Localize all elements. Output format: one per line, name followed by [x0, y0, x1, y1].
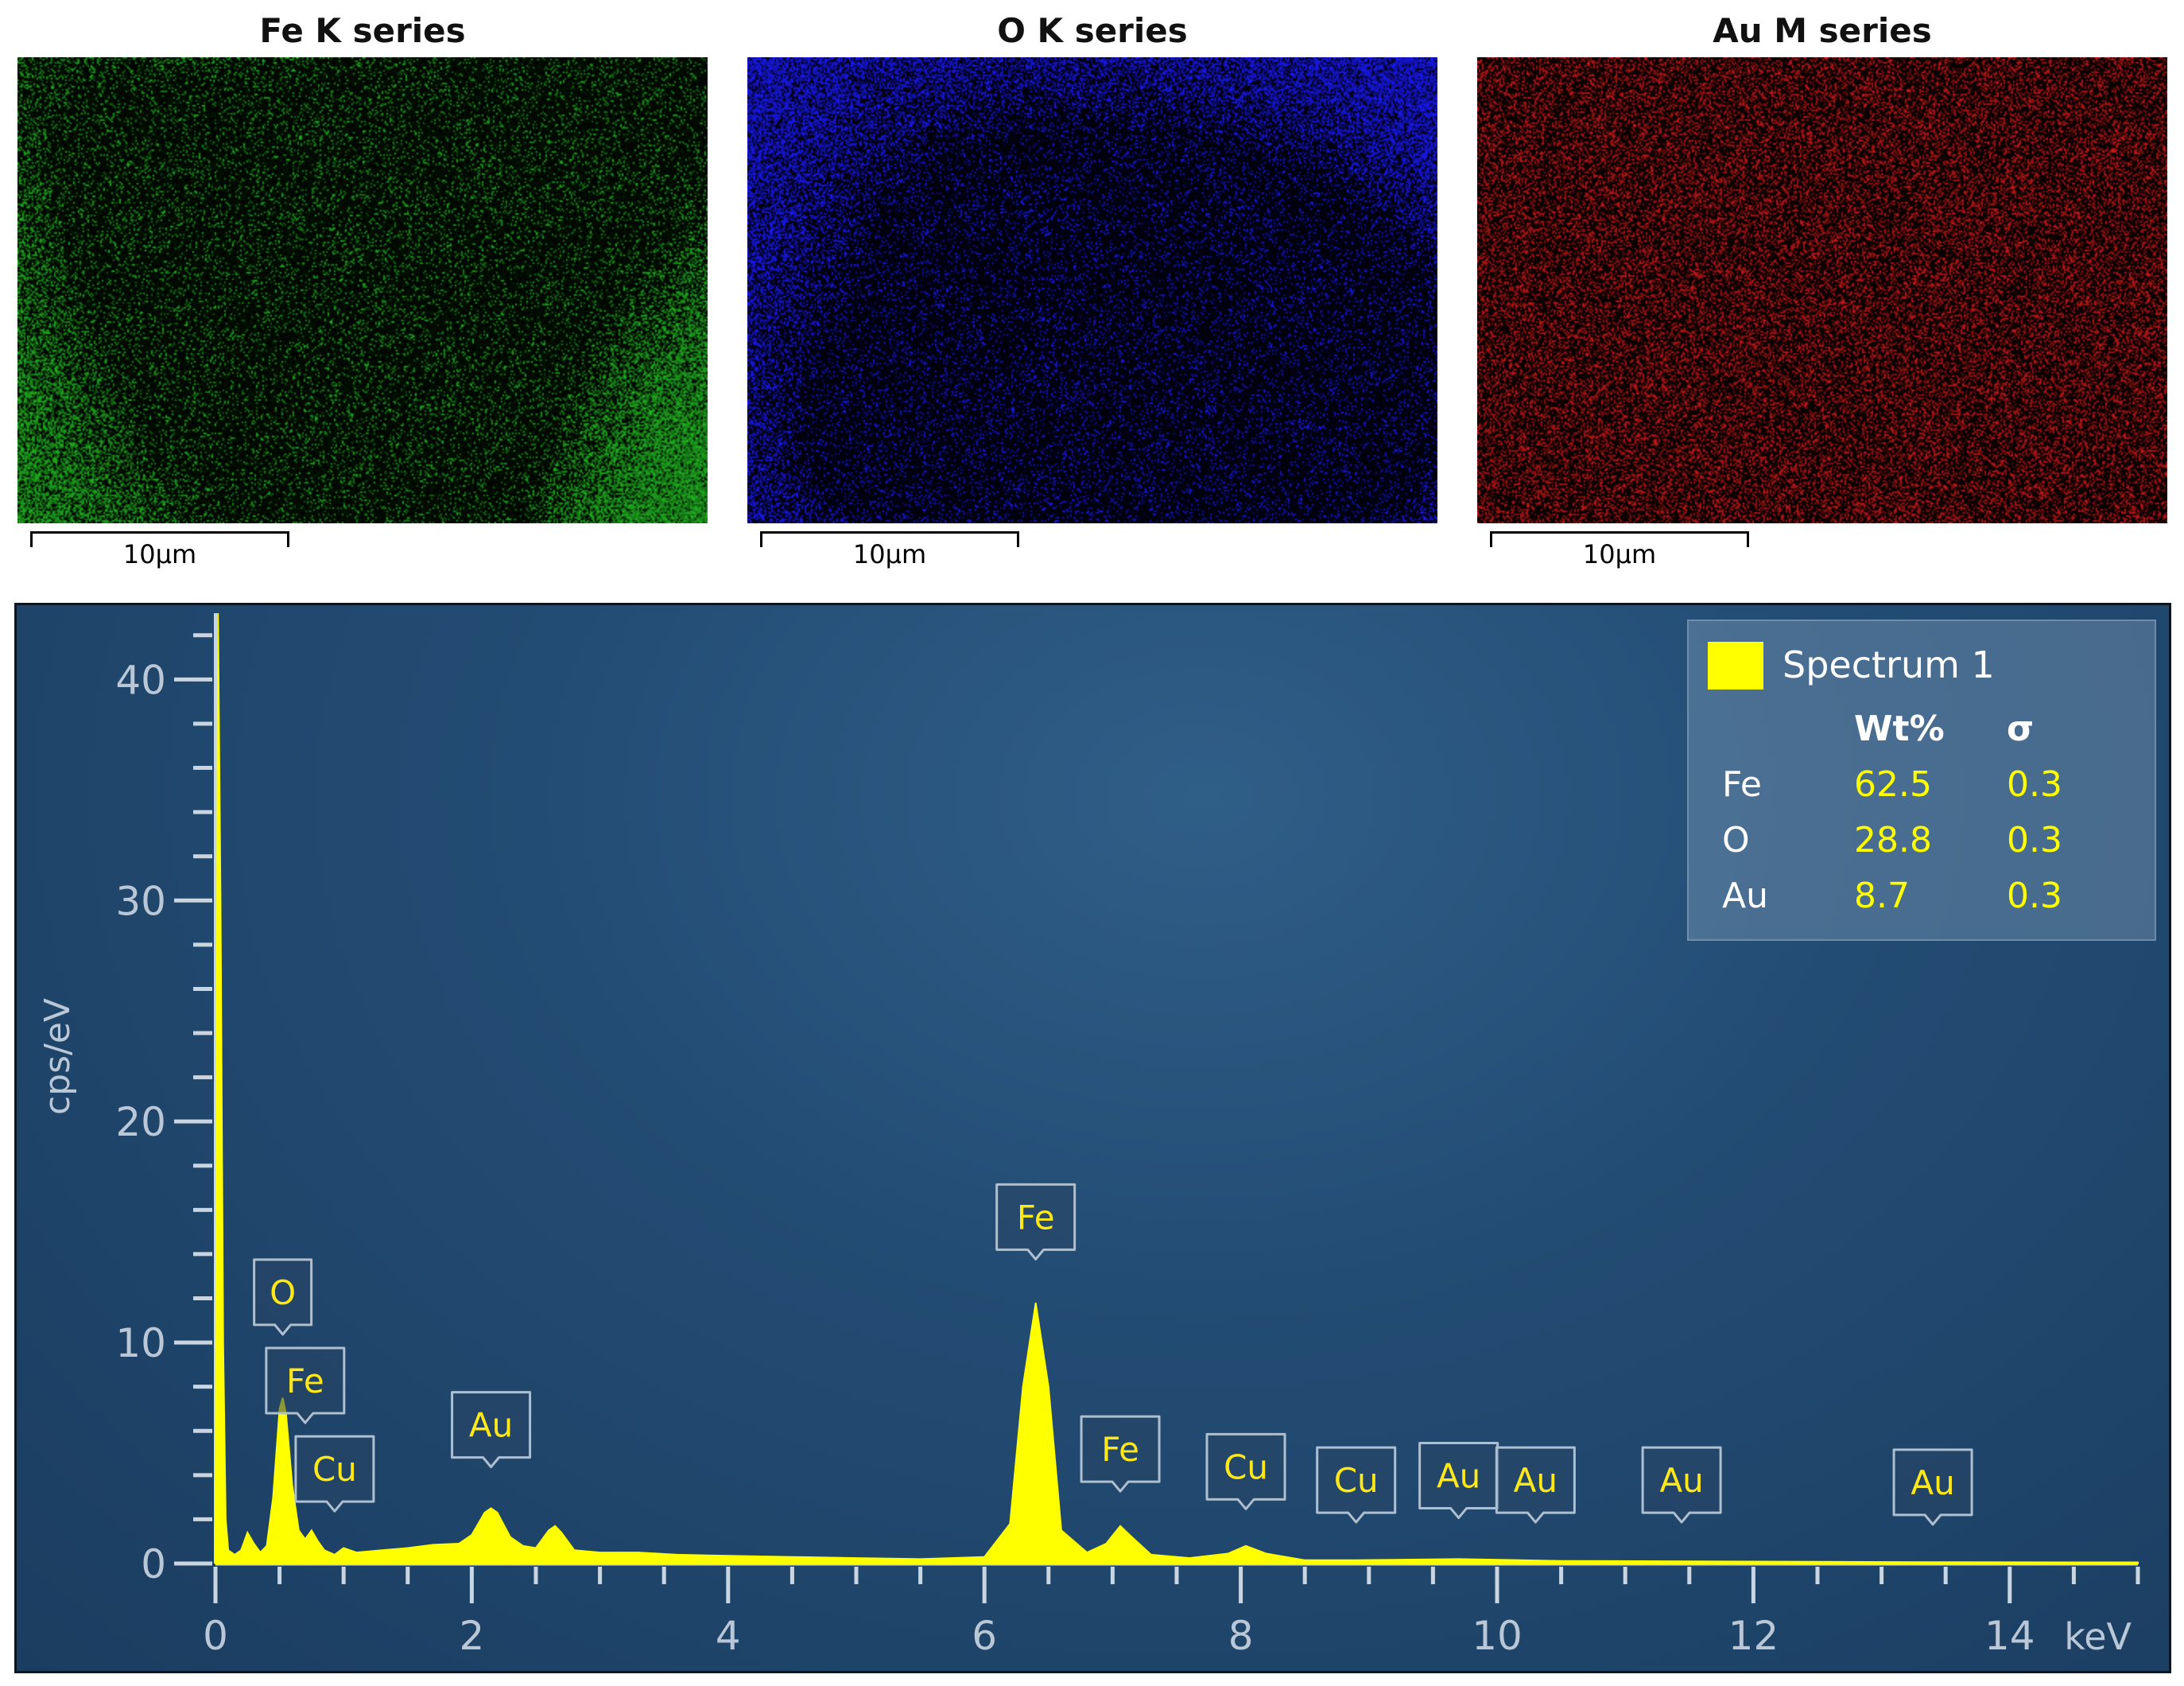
- legend-sigma-value: 0.3: [2007, 876, 2062, 916]
- peak-label-box: [1080, 1415, 1161, 1493]
- legend-header-wt: Wt%: [1854, 709, 1945, 749]
- spectrum-area: [215, 612, 2139, 1564]
- au-scale-bar: [1490, 531, 1749, 547]
- y-tick-label: 10: [115, 1320, 166, 1366]
- peak-label: Au: [1418, 1442, 1499, 1520]
- y-axis: 0 10 20 30 40 cps/eV: [37, 613, 217, 1587]
- peak-label: Au: [1641, 1446, 1722, 1524]
- peak-label-box: [995, 1183, 1076, 1261]
- legend-sigma-value: 0.3: [2007, 820, 2062, 860]
- map-title-au: Au M series: [1713, 11, 1932, 50]
- legend-sigma-value: 0.3: [2007, 764, 2062, 805]
- peak-label: Cu: [1316, 1446, 1397, 1524]
- peak-label-box: [1205, 1432, 1286, 1510]
- peak-label-box: [1316, 1446, 1397, 1524]
- peak-label: O: [253, 1258, 313, 1336]
- peak-label: Fe: [1080, 1415, 1161, 1493]
- legend-header-sigma: σ: [2007, 709, 2035, 749]
- peak-label: Fe: [265, 1346, 346, 1424]
- legend-wt-value: 62.5: [1854, 764, 1932, 805]
- peak-label-box: [253, 1258, 313, 1336]
- peak-label-text: Au: [1437, 1457, 1480, 1496]
- peak-label: Cu: [1205, 1432, 1286, 1510]
- fe-map-image: [17, 57, 708, 523]
- y-tick-label: 20: [115, 1099, 166, 1145]
- x-tick-label: 10: [1472, 1613, 1523, 1659]
- peak-label: Au: [1495, 1446, 1576, 1524]
- x-tick-label: 2: [459, 1613, 484, 1659]
- y-axis-label: cps/eV: [37, 998, 78, 1115]
- legend-element: Fe: [1722, 764, 1762, 805]
- peak-label: Cu: [294, 1435, 375, 1513]
- peak-label-box: [265, 1346, 346, 1424]
- peak-label-box: [451, 1391, 532, 1469]
- x-tick-label: 12: [1728, 1613, 1779, 1659]
- peak-label-box: [1892, 1448, 1973, 1526]
- o-scale-bar: [760, 531, 1019, 547]
- peak-label-text: Au: [469, 1406, 513, 1445]
- spectrum-panel: 0 10 20 30 40 cps/eV 0 2 4 6 8 10 12 14 keV O Fe Cu Au Fe…: [14, 603, 2171, 1673]
- legend-series-name: Spectrum 1: [1783, 643, 1995, 686]
- peak-label-text: Fe: [286, 1362, 324, 1400]
- x-tick-label: 8: [1228, 1613, 1254, 1659]
- x-tick-label: 4: [716, 1613, 741, 1659]
- legend-wt-value: 28.8: [1854, 820, 1932, 860]
- o-scale-label: 10µm: [852, 539, 927, 569]
- fe-scale-bar: [30, 531, 289, 547]
- legend-element: Au: [1722, 876, 1768, 916]
- x-axis: 0 2 4 6 8 10 12 14 keV: [203, 1561, 2140, 1659]
- au-map-image: [1477, 57, 2167, 523]
- o-map-image: [747, 57, 1437, 523]
- peak-label-box: [294, 1435, 375, 1513]
- peak-label-box: [1495, 1446, 1576, 1524]
- x-tick-label: 14: [1984, 1613, 2035, 1659]
- y-tick-label: 0: [141, 1541, 166, 1587]
- map-title-o: O K series: [997, 11, 1188, 50]
- au-scale-label: 10µm: [1582, 539, 1657, 569]
- peak-label-text: Fe: [1101, 1430, 1139, 1469]
- legend-swatch: [1708, 642, 1763, 690]
- legend-element: O: [1722, 820, 1750, 860]
- map-title-fe: Fe K series: [259, 11, 466, 50]
- peak-label-text: O: [270, 1273, 296, 1312]
- y-tick-label: 40: [115, 657, 166, 703]
- peak-label-text: Cu: [1224, 1447, 1268, 1486]
- fe-scale-label: 10µm: [122, 539, 197, 569]
- peak-label-text: Au: [1659, 1461, 1703, 1500]
- peak-labels: O Fe Cu Au Fe Fe Cu Cu Au Au Au Au: [253, 1183, 1973, 1526]
- peak-label: Au: [1892, 1448, 1973, 1526]
- peak-label-text: Au: [1514, 1461, 1558, 1500]
- x-tick-label: 6: [972, 1613, 997, 1659]
- peak-label: Fe: [995, 1183, 1076, 1261]
- legend-wt-value: 8.7: [1854, 876, 1910, 916]
- x-tick-label: 0: [203, 1613, 228, 1659]
- y-tick-label: 30: [115, 878, 166, 924]
- x-axis-label: keV: [2064, 1615, 2132, 1658]
- peak-label-box: [1641, 1446, 1722, 1524]
- legend: Spectrum 1 Wt% σ Fe 62.5 0.3 O 28.8 0.3 …: [1687, 620, 2156, 941]
- peak-label-text: Au: [1911, 1463, 1954, 1502]
- peak-label-text: Fe: [1017, 1198, 1055, 1237]
- peak-label: Au: [451, 1391, 532, 1469]
- spectrum-chart: 0 10 20 30 40 cps/eV 0 2 4 6 8 10 12 14 keV O Fe Cu Au Fe…: [37, 612, 2140, 1659]
- peak-label-text: Cu: [312, 1450, 357, 1489]
- spectrum-series: [215, 612, 2139, 1564]
- peak-label-text: Cu: [1334, 1461, 1379, 1500]
